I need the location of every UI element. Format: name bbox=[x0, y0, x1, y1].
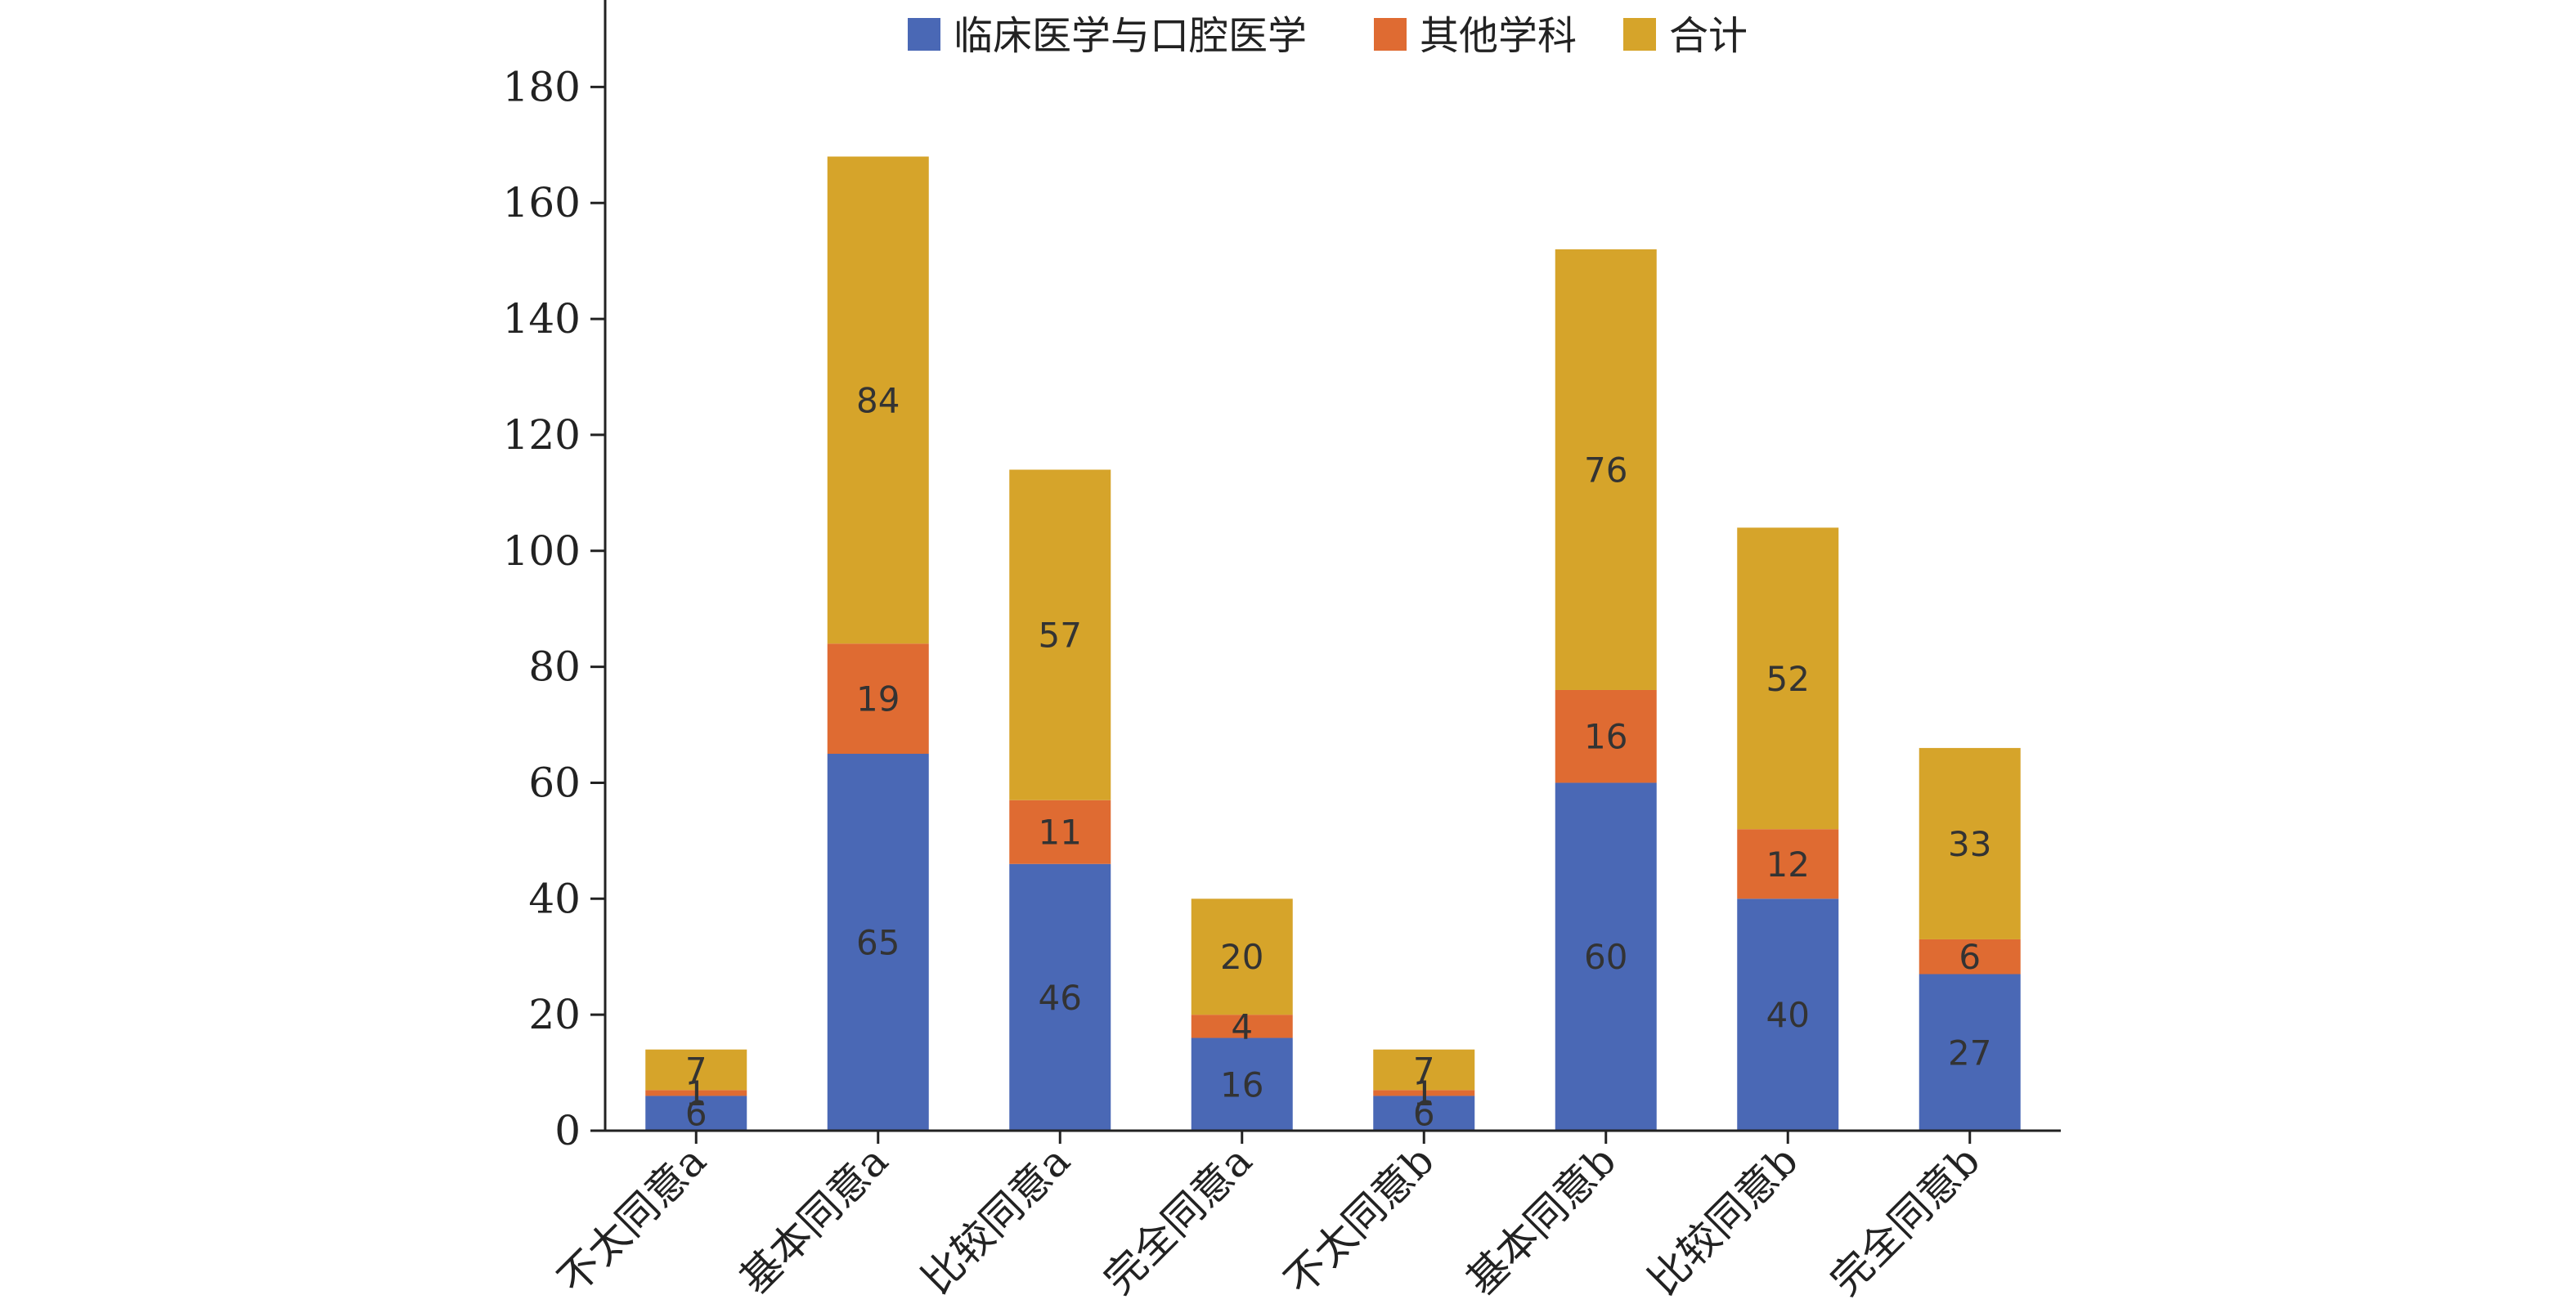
bar-segment bbox=[1737, 829, 1839, 899]
legend-label: 合计 bbox=[1669, 13, 1748, 59]
y-tick-label: 100 bbox=[503, 527, 581, 575]
data-label: 84 bbox=[856, 380, 900, 420]
y-tick-label: 120 bbox=[503, 411, 581, 459]
data-label: 7 bbox=[685, 1051, 707, 1091]
bar-segment bbox=[1373, 1049, 1475, 1091]
bar-segment bbox=[827, 156, 929, 644]
bar-segment bbox=[1191, 1037, 1293, 1131]
bar-segment bbox=[827, 643, 929, 754]
legend-swatch bbox=[908, 18, 940, 51]
y-tick-label: 180 bbox=[503, 63, 581, 110]
bars bbox=[645, 156, 2021, 1131]
data-label: 65 bbox=[856, 923, 900, 963]
data-label: 33 bbox=[1948, 824, 1991, 864]
data-label: 1 bbox=[685, 1073, 707, 1114]
bar-segment bbox=[645, 1049, 747, 1091]
bar-segment bbox=[827, 754, 929, 1131]
legend-label: 其他学科 bbox=[1420, 13, 1577, 59]
y-tick-label: 0 bbox=[554, 1107, 581, 1154]
data-label: 12 bbox=[1766, 845, 1810, 885]
bar-segment bbox=[1373, 1090, 1475, 1096]
data-label: 6 bbox=[685, 1094, 707, 1134]
data-label: 4 bbox=[1231, 1006, 1253, 1046]
data-label: 40 bbox=[1766, 995, 1810, 1035]
legend-swatch bbox=[1623, 18, 1656, 51]
y-tick-label: 80 bbox=[528, 643, 581, 691]
bar-segment bbox=[1191, 898, 1293, 1015]
y-tick-label: 40 bbox=[528, 875, 581, 922]
data-label: 60 bbox=[1584, 937, 1627, 977]
x-tick-label: 完全同意a bbox=[1095, 1136, 1262, 1300]
y-tick-label: 140 bbox=[503, 295, 581, 343]
y-tick-label: 20 bbox=[528, 991, 581, 1038]
data-label: 19 bbox=[856, 679, 900, 719]
legend-swatch bbox=[1374, 18, 1407, 51]
bar-segment bbox=[1555, 689, 1657, 783]
data-label: 16 bbox=[1584, 717, 1627, 757]
bar-segment bbox=[1009, 863, 1111, 1131]
bar-segment bbox=[1737, 898, 1839, 1131]
data-label: 27 bbox=[1948, 1033, 1991, 1073]
bar-segment bbox=[1919, 747, 2021, 939]
bar-segment bbox=[1919, 974, 2021, 1131]
y-axis: 0 20 40 60 80 100 120 140 160 180 bbox=[503, 0, 607, 1154]
y-tick-label: 160 bbox=[503, 179, 581, 226]
bar-segment bbox=[645, 1096, 747, 1131]
data-label: 6 bbox=[1413, 1094, 1435, 1134]
data-label: 7 bbox=[1413, 1051, 1435, 1091]
bar-segment bbox=[1191, 1015, 1293, 1038]
bar-segment bbox=[1555, 782, 1657, 1131]
bar-segment bbox=[1919, 939, 2021, 975]
x-tick-label: 比较同意b bbox=[1640, 1136, 1807, 1300]
data-label: 16 bbox=[1220, 1064, 1263, 1105]
data-label: 57 bbox=[1039, 616, 1082, 656]
x-axis: 不太同意a 基本同意a 比较同意a 完全同意a 不太同意b 基本同意b 比较同意b 完全同意b bbox=[549, 1129, 2061, 1304]
x-tick-label: 基本同意b bbox=[1457, 1136, 1625, 1300]
data-label: 46 bbox=[1039, 978, 1082, 1018]
bar-segment bbox=[1009, 469, 1111, 800]
y-tick-label: 60 bbox=[528, 759, 581, 806]
legend-label: 临床医学与口腔医学 bbox=[954, 13, 1307, 59]
data-label: 52 bbox=[1766, 659, 1810, 699]
x-tick-label: 基本同意a bbox=[731, 1136, 898, 1300]
bar-segment bbox=[1555, 249, 1657, 690]
data-label: 6 bbox=[1959, 937, 1981, 977]
data-label: 76 bbox=[1584, 450, 1627, 490]
bar-segment bbox=[645, 1090, 747, 1096]
legend: 临床医学与口腔医学 其他学科 合计 bbox=[908, 13, 1748, 59]
data-label: 1 bbox=[1413, 1073, 1435, 1114]
x-tick-label: 不太同意a bbox=[549, 1136, 716, 1300]
x-tick-label: 不太同意b bbox=[1276, 1136, 1443, 1300]
data-label: 20 bbox=[1220, 937, 1263, 977]
x-tick-label: 完全同意b bbox=[1821, 1136, 1989, 1300]
bar-segment bbox=[1373, 1096, 1475, 1131]
bar-segment bbox=[1737, 527, 1839, 830]
data-label: 11 bbox=[1039, 813, 1082, 853]
x-tick-label: 比较同意a bbox=[913, 1136, 1079, 1300]
bar-segment bbox=[1009, 800, 1111, 864]
